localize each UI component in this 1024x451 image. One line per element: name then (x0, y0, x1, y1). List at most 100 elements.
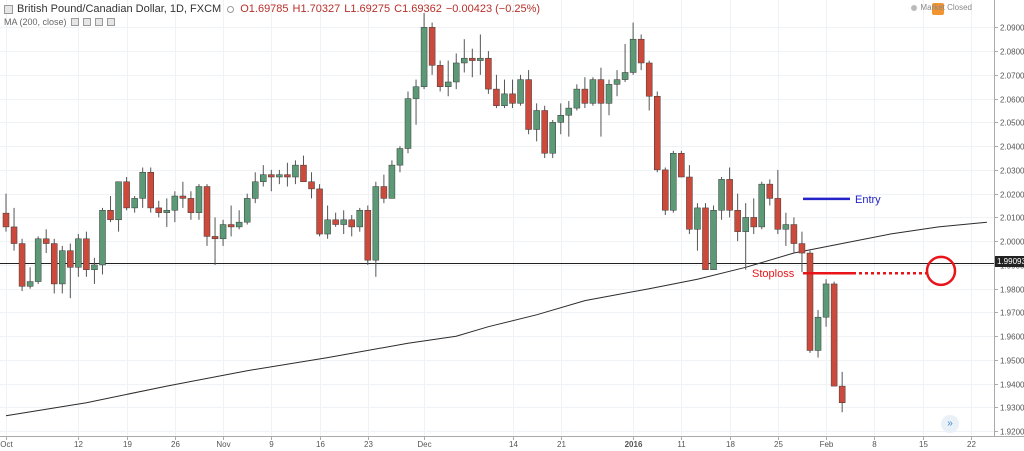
candle-body (461, 57, 468, 64)
y-tick-label: 1.94000 (1000, 381, 1024, 390)
candle-body (235, 221, 243, 228)
close-value: C1.69362 (394, 3, 442, 15)
market-status: Market Closed (911, 3, 972, 12)
candle (452, 53, 460, 90)
candle (718, 177, 725, 220)
candle (485, 51, 492, 94)
symbol-legend[interactable]: British Pound/Canadian Dollar, 1D, FXCM … (4, 3, 540, 15)
candle (251, 172, 259, 204)
candle (581, 77, 589, 109)
candle-body (155, 207, 163, 213)
y-tick-label: 2.04000 (1000, 143, 1024, 152)
candle (187, 191, 195, 220)
indicator-settings-icon[interactable] (82, 18, 91, 26)
y-tick-label: 1.96000 (1000, 333, 1024, 342)
y-tick-label: 1.92000 (1000, 428, 1024, 437)
candle (790, 217, 798, 254)
x-tick-label: 12 (74, 440, 83, 449)
candle (171, 191, 179, 223)
candle (822, 279, 830, 327)
candle (814, 310, 822, 358)
candle-body (107, 210, 114, 221)
moving-average-layer (5, 221, 987, 417)
candle-body (243, 198, 251, 223)
candle-body (67, 250, 74, 268)
candle-body (380, 186, 388, 199)
x-tick-label: Oct (0, 440, 13, 449)
candle-body (292, 164, 299, 178)
candle-body (629, 38, 637, 73)
candle (276, 169, 283, 185)
x-tick-label: 25 (774, 440, 783, 449)
x-tick-label: Nov (216, 440, 230, 449)
candle-body (645, 62, 653, 97)
candle (662, 167, 669, 216)
low-value: L1.69275 (344, 3, 391, 15)
collapse-legend-icon[interactable] (4, 4, 13, 14)
x-tick-label: 9 (269, 440, 274, 449)
candle (838, 371, 846, 413)
candle-body (284, 174, 291, 178)
candle-body (565, 107, 573, 116)
candle-body (533, 110, 540, 130)
candle-body (195, 186, 203, 213)
candle (605, 79, 613, 116)
candle-body (348, 219, 355, 228)
candle-body (211, 236, 219, 240)
candle-body (790, 224, 798, 244)
candle (629, 22, 637, 75)
candle (107, 196, 114, 223)
candle-body (830, 283, 838, 387)
candle (2, 193, 10, 232)
candle (428, 22, 436, 75)
candle-body (420, 27, 428, 87)
candle (115, 181, 122, 232)
candle (163, 198, 171, 227)
candle (686, 165, 693, 235)
candle-body (613, 79, 621, 85)
candle (830, 281, 838, 387)
candle-body (477, 57, 484, 61)
remove-indicator-icon[interactable] (94, 18, 103, 26)
candle-body (517, 79, 524, 104)
x-tick-label: 16 (316, 440, 325, 449)
hide-indicator-icon[interactable] (70, 18, 79, 26)
alert-icon[interactable] (932, 3, 944, 15)
candle-body (766, 183, 774, 199)
candle-body (59, 250, 66, 285)
candle (549, 119, 556, 159)
candle (203, 184, 211, 246)
candle-body (227, 224, 235, 228)
candle-body (678, 153, 685, 178)
more-indicator-icon[interactable] (106, 18, 115, 26)
visibility-toggle-icon[interactable] (227, 5, 235, 13)
candle (436, 60, 444, 92)
candle (774, 169, 782, 235)
candle (565, 100, 573, 137)
candle-body (251, 181, 259, 199)
candle (123, 177, 130, 211)
candle-body (710, 210, 717, 270)
candle-body (428, 27, 436, 66)
y-tick-label: 2.08000 (1000, 48, 1024, 57)
candle-body (525, 79, 532, 130)
scroll-to-realtime-button[interactable]: » (941, 415, 959, 433)
x-tick-label: 11 (677, 440, 686, 449)
grid (0, 0, 994, 436)
x-tick-label: 26 (171, 440, 180, 449)
candle (541, 105, 548, 159)
indicator-legend[interactable]: MA (200, close) (4, 17, 115, 27)
x-tick-label: 15 (919, 440, 928, 449)
x-tick-label: 23 (364, 440, 373, 449)
candle-body (316, 188, 323, 235)
candle-body (557, 114, 565, 123)
ma-200-line (5, 221, 987, 417)
x-tick-label: 2016 (625, 440, 643, 449)
candle (412, 79, 420, 125)
candle-body (686, 176, 693, 230)
candle-body (115, 181, 122, 221)
status-dot-icon (911, 4, 918, 11)
open-value: O1.69785 (240, 3, 289, 15)
x-tick-label: Dec (417, 440, 431, 449)
